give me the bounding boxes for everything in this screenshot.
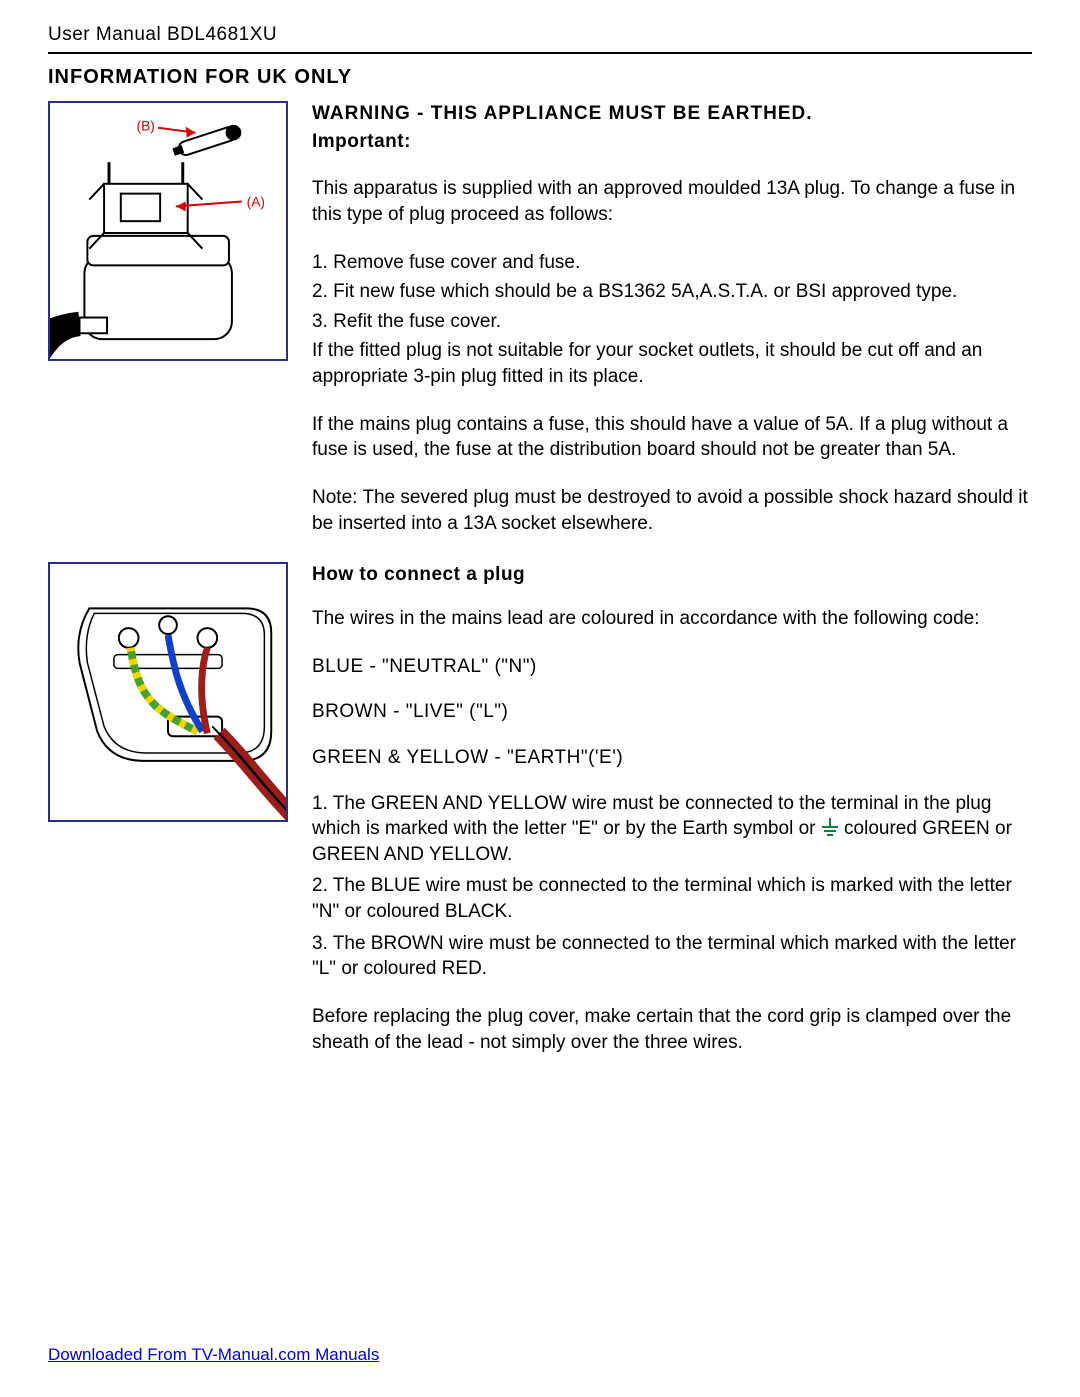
figure-wiring-col bbox=[48, 562, 288, 822]
fuse-step-1: 1. Remove fuse cover and fuse. bbox=[312, 250, 1032, 276]
header-rule bbox=[48, 52, 1032, 54]
conn-step-2: 2. The BLUE wire must be connected to th… bbox=[312, 873, 1032, 924]
footer-link[interactable]: Downloaded From TV-Manual.com Manuals bbox=[48, 1345, 379, 1365]
wiring-text-col: How to connect a plug The wires in the m… bbox=[312, 562, 1032, 1077]
fuse-value-para: If the mains plug contains a fuse, this … bbox=[312, 412, 1032, 463]
important-heading: Important: bbox=[312, 129, 1032, 155]
wire-brown: BROWN - "LIVE" ("L") bbox=[312, 699, 1032, 725]
page-header: User Manual BDL4681XU bbox=[48, 24, 1032, 46]
wire-blue: BLUE - "NEUTRAL" ("N") bbox=[312, 654, 1032, 680]
figure-fuse-diagram: (A) (B) bbox=[48, 101, 288, 361]
fig1-label-a: (A) bbox=[247, 194, 265, 209]
earth-icon bbox=[821, 818, 839, 838]
block-fuse: (A) (B) WARNING - THIS APPLIANCE MUST BE… bbox=[48, 101, 1032, 558]
connect-intro: The wires in the mains lead are coloured… bbox=[312, 606, 1032, 632]
cutoff-para: If the fitted plug is not suitable for y… bbox=[312, 338, 1032, 389]
warning-heading: WARNING - THIS APPLIANCE MUST BE EARTHED… bbox=[312, 101, 1032, 127]
fig1-label-b: (B) bbox=[137, 119, 155, 134]
fuse-text-col: WARNING - THIS APPLIANCE MUST BE EARTHED… bbox=[312, 101, 1032, 558]
figure-wiring-diagram bbox=[48, 562, 288, 822]
block-wiring: How to connect a plug The wires in the m… bbox=[48, 562, 1032, 1077]
conn-step-1: 1. The GREEN AND YELLOW wire must be con… bbox=[312, 791, 1032, 868]
figure-fuse-col: (A) (B) bbox=[48, 101, 288, 361]
section-title: INFORMATION FOR UK ONLY bbox=[48, 66, 1032, 89]
note-para: Note: The severed plug must be destroyed… bbox=[312, 485, 1032, 536]
connection-steps: 1. The GREEN AND YELLOW wire must be con… bbox=[312, 791, 1032, 982]
intro-para: This apparatus is supplied with an appro… bbox=[312, 176, 1032, 227]
fuse-step-2: 2. Fit new fuse which should be a BS1362… bbox=[312, 279, 1032, 305]
closing-para: Before replacing the plug cover, make ce… bbox=[312, 1004, 1032, 1055]
wire-green: GREEN & YELLOW - "EARTH"('E') bbox=[312, 745, 1032, 771]
connect-heading: How to connect a plug bbox=[312, 562, 1032, 588]
fuse-step-3: 3. Refit the fuse cover. bbox=[312, 309, 1032, 335]
conn-step-3: 3. The BROWN wire must be connected to t… bbox=[312, 931, 1032, 982]
